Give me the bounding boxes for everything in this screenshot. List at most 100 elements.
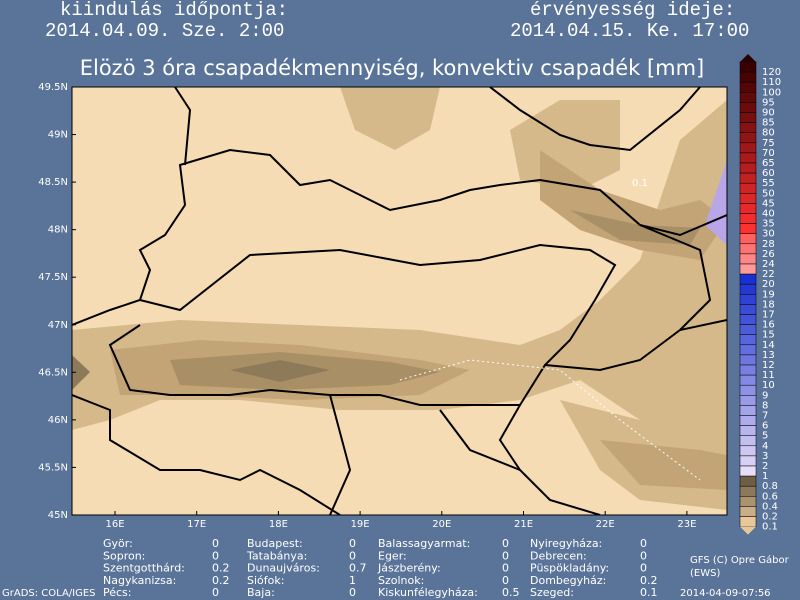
station-name: Baja: [247, 586, 275, 599]
colorbar-label: 0.4 [762, 501, 778, 512]
colorbar-swatch [739, 213, 757, 224]
colorbar-swatch [739, 334, 757, 346]
station-name: Pécs: [103, 586, 132, 599]
lon-label: 16E [105, 519, 124, 530]
station-name: Dunaujváros: [247, 562, 320, 575]
colorbar-swatch [739, 314, 757, 325]
colorbar-label: 2 [762, 461, 768, 472]
colorbar-label: 0.6 [762, 491, 778, 502]
lon-label: 21E [514, 519, 533, 530]
colorbar-label: 70 [762, 148, 775, 159]
colorbar-swatch [739, 223, 757, 234]
colorbar-label: 110 [762, 77, 781, 88]
lon-label: 22E [596, 519, 615, 530]
station-name: Tatabánya: [246, 549, 307, 562]
colorbar-swatch [739, 203, 757, 214]
title: Elözö 3 óra csapadékmennyiség, konvektiv… [80, 56, 705, 80]
station-value: 0 [502, 537, 509, 550]
map-frame [71, 86, 728, 516]
colorbar-swatch [739, 263, 757, 275]
colorbar-label: 16 [762, 320, 775, 331]
colorbar-label: 6 [762, 421, 768, 432]
colorbar-swatch [739, 485, 757, 497]
colorbar-label: 90 [762, 108, 775, 119]
station-value: 0 [502, 549, 509, 562]
lon-label: 19E [351, 519, 370, 530]
colorbar-label: 18 [762, 299, 775, 310]
station-name: Szeged: [530, 586, 574, 599]
station-value: 0 [502, 574, 509, 587]
colorbar-swatch [739, 273, 757, 285]
credit-sub: (EWS) [690, 568, 720, 579]
colorbar-swatch [739, 243, 757, 255]
colorbar-swatch [739, 112, 757, 123]
colorbar-swatch [739, 516, 757, 527]
colorbar-swatch [739, 435, 757, 447]
colorbar-swatch [739, 506, 757, 517]
station-name: Sopron: [103, 549, 145, 562]
colorbar-swatch [739, 384, 757, 396]
colorbar-label: 1 [762, 471, 768, 482]
station-name: Györ: [103, 537, 133, 550]
colorbar-label: 85 [762, 118, 775, 129]
station-value: 0 [502, 562, 509, 575]
colorbar-swatch [739, 92, 757, 103]
lat-label: 47N [48, 320, 68, 331]
colorbar-label: 4 [762, 441, 768, 452]
lon-label: 17E [187, 519, 206, 530]
station-name: Kiskunfélegyháza: [378, 586, 478, 599]
lat-label: 46N [48, 415, 68, 426]
lat-label: 49.5N [38, 82, 68, 93]
lat-label: 45N [48, 510, 68, 521]
colorbar-label: 17 [762, 310, 775, 321]
station-name: Szolnok: [378, 574, 424, 587]
station-value: 0 [640, 562, 647, 575]
lat-label: 48N [48, 225, 68, 236]
colorbar-label: 35 [762, 219, 775, 230]
colorbar-swatch [739, 294, 757, 305]
colorbar-label: 40 [762, 209, 775, 220]
lon-label: 18E [269, 519, 288, 530]
colorbar-label: 15 [762, 330, 775, 341]
station-name: Balassagyarmat: [378, 537, 470, 550]
colorbar-swatch [739, 122, 757, 133]
colorbar-label: 9 [762, 390, 768, 401]
start-label: kiindulás időpontja: [60, 0, 288, 21]
colorbar-label: 30 [762, 229, 775, 240]
station-value: 0 [349, 586, 356, 599]
station-value: 0 [640, 549, 647, 562]
colorbar-swatch [739, 465, 757, 477]
timestamp: 2014-04-09-07:56 [680, 588, 771, 599]
colorbar-label: 55 [762, 178, 775, 189]
station-value: 0 [349, 537, 356, 550]
colorbar-label: 7 [762, 411, 768, 422]
station-value: 0.1 [640, 586, 658, 599]
colorbar-label: 5 [762, 431, 768, 442]
station-value: 0.2 [640, 574, 658, 587]
colorbar-swatch [739, 132, 757, 144]
colorbar-swatch [739, 395, 757, 406]
lon-label: 23E [677, 519, 696, 530]
credit: GFS (C) Opre Gábor [690, 554, 790, 566]
colorbar-swatch [739, 142, 757, 154]
station-value: 0.2 [212, 562, 230, 575]
station-name: Debrecen: [530, 549, 587, 562]
colorbar-label: 65 [762, 158, 775, 169]
colorbar-label: 0.1 [762, 522, 778, 533]
colorbar-swatch [739, 253, 757, 265]
colorbar-swatch [739, 344, 757, 356]
colorbar-swatch [739, 354, 757, 366]
colorbar-label: 80 [762, 128, 775, 139]
colorbar-cap [740, 54, 756, 62]
colorbar-label: 26 [762, 249, 775, 260]
station-name: Nagykanizsa: [103, 574, 176, 587]
station-value: 0 [349, 549, 356, 562]
colorbar-label: 12 [762, 360, 775, 371]
colorbar-label: 95 [762, 97, 775, 108]
colorbar-label: 0.8 [762, 481, 778, 492]
colorbar-swatch [739, 445, 757, 457]
station-name: Eger: [378, 549, 407, 562]
colorbar-swatch [739, 374, 757, 386]
colorbar-label: 24 [762, 259, 775, 270]
